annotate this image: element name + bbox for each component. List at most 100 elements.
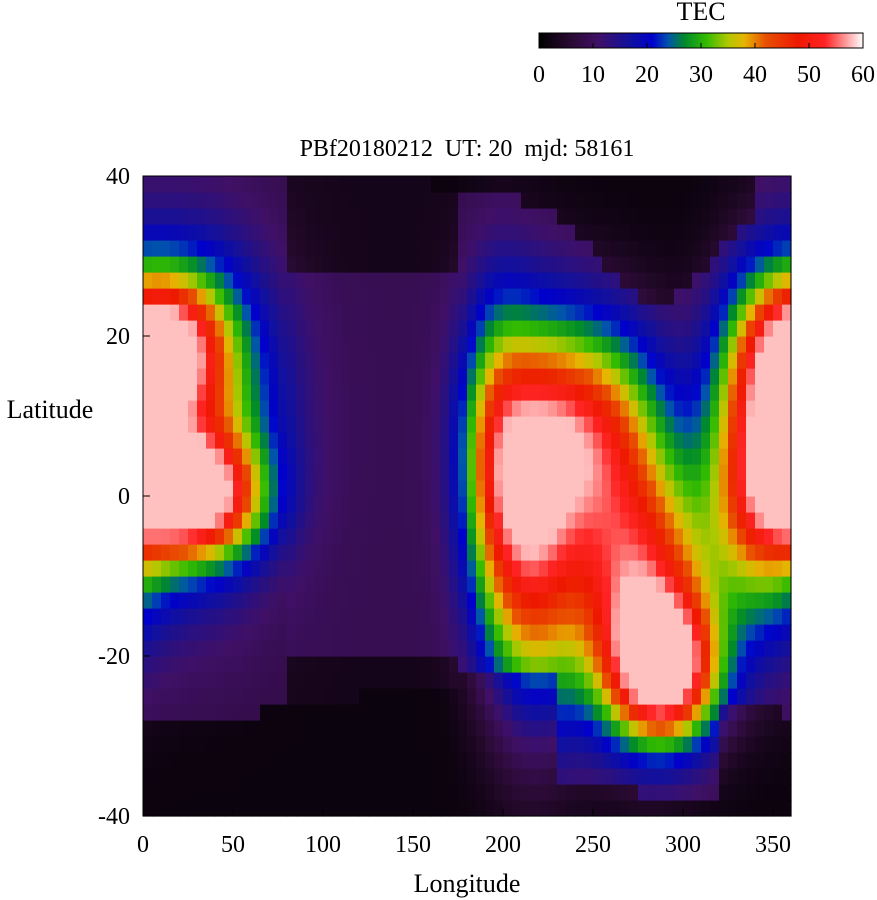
heatmap-cell	[701, 608, 711, 625]
heatmap-cell	[449, 784, 459, 801]
heatmap-cell	[629, 672, 639, 689]
heatmap-cell	[287, 736, 297, 753]
heatmap-cell	[233, 384, 243, 401]
heatmap-cell	[584, 272, 594, 289]
heatmap-cell	[233, 800, 243, 817]
heatmap-cell	[431, 496, 441, 513]
heatmap-cell	[593, 224, 603, 241]
heatmap-cell	[764, 464, 774, 481]
heatmap-cell	[170, 192, 180, 209]
heatmap-cell	[503, 384, 513, 401]
heatmap-cell	[728, 480, 738, 497]
heatmap-cell	[332, 304, 342, 321]
heatmap-cell	[773, 624, 783, 641]
heatmap-cell	[548, 544, 558, 561]
heatmap-cell	[188, 512, 198, 529]
colorbar-ticks: 0 10 20 30 40 50 60	[533, 43, 875, 88]
heatmap-cell	[179, 272, 189, 289]
heatmap-cell	[143, 608, 153, 625]
heatmap-cell	[404, 400, 414, 417]
heatmap-cell	[143, 656, 153, 673]
heatmap-cell	[188, 240, 198, 257]
heatmap-cell	[566, 224, 576, 241]
heatmap-cell	[782, 320, 792, 337]
heatmap-cell	[170, 800, 180, 817]
heatmap-cell	[683, 608, 693, 625]
heatmap-cell	[386, 528, 396, 545]
heatmap-cell	[476, 448, 486, 465]
heatmap-cell	[215, 192, 225, 209]
heatmap-cell	[584, 320, 594, 337]
heatmap-cell	[530, 384, 540, 401]
heatmap-cell	[368, 256, 378, 273]
heatmap-cell	[458, 640, 468, 657]
heatmap-cell	[755, 240, 765, 257]
heatmap-cell	[224, 416, 234, 433]
heatmap-cell	[512, 624, 522, 641]
heatmap-cell	[701, 368, 711, 385]
heatmap-cell	[737, 672, 747, 689]
heatmap-cell	[737, 496, 747, 513]
heatmap-cell	[287, 624, 297, 641]
heatmap-cell	[152, 704, 162, 721]
heatmap-cell	[629, 416, 639, 433]
heatmap-cell	[656, 336, 666, 353]
heatmap-cell	[755, 592, 765, 609]
heatmap-cell	[341, 448, 351, 465]
heatmap-cell	[530, 208, 540, 225]
heatmap-cell	[323, 480, 333, 497]
heatmap-cell	[323, 688, 333, 705]
heatmap-cell	[737, 464, 747, 481]
heatmap-cell	[512, 528, 522, 545]
heatmap-cell	[386, 432, 396, 449]
heatmap-cell	[557, 272, 567, 289]
heatmap-cell	[674, 768, 684, 785]
heatmap-cell	[656, 720, 666, 737]
x-tick-label: 0	[137, 832, 149, 858]
heatmap-cell	[674, 672, 684, 689]
heatmap-cell	[251, 368, 261, 385]
heatmap-cell	[233, 272, 243, 289]
heatmap-cell	[566, 432, 576, 449]
heatmap-cell	[665, 464, 675, 481]
heatmap-cell	[467, 496, 477, 513]
heatmap-cell	[656, 544, 666, 561]
heatmap-cell	[368, 784, 378, 801]
heatmap-cell	[557, 416, 567, 433]
heatmap-cell	[575, 192, 585, 209]
heatmap-cell	[458, 528, 468, 545]
heatmap-cell	[692, 480, 702, 497]
heatmap-cell	[287, 304, 297, 321]
heatmap-cell	[710, 736, 720, 753]
heatmap-cell	[548, 512, 558, 529]
heatmap-cell	[350, 592, 360, 609]
heatmap-cell	[782, 384, 792, 401]
heatmap-cell	[575, 336, 585, 353]
heatmap-cell	[404, 672, 414, 689]
heatmap-cell	[422, 288, 432, 305]
heatmap-cell	[530, 704, 540, 721]
heatmap-cell	[737, 784, 747, 801]
heatmap-cell	[377, 384, 387, 401]
heatmap-cell	[332, 784, 342, 801]
heatmap-cell	[557, 672, 567, 689]
heatmap-cell	[503, 736, 513, 753]
heatmap-cell	[503, 176, 513, 193]
heatmap-cell	[593, 272, 603, 289]
heatmap-cell	[341, 752, 351, 769]
heatmap-cell	[683, 672, 693, 689]
heatmap-cell	[611, 544, 621, 561]
heatmap-cell	[494, 464, 504, 481]
heatmap-cell	[773, 512, 783, 529]
heatmap-cell	[143, 736, 153, 753]
heatmap-cell	[269, 240, 279, 257]
heatmap-cell	[341, 368, 351, 385]
heatmap-cell	[314, 544, 324, 561]
heatmap-cell	[422, 688, 432, 705]
heatmap-cell	[476, 720, 486, 737]
heatmap-cell	[593, 576, 603, 593]
heatmap-cell	[530, 640, 540, 657]
heatmap-cell	[377, 320, 387, 337]
heatmap-cell	[638, 496, 648, 513]
heatmap-cell	[719, 496, 729, 513]
